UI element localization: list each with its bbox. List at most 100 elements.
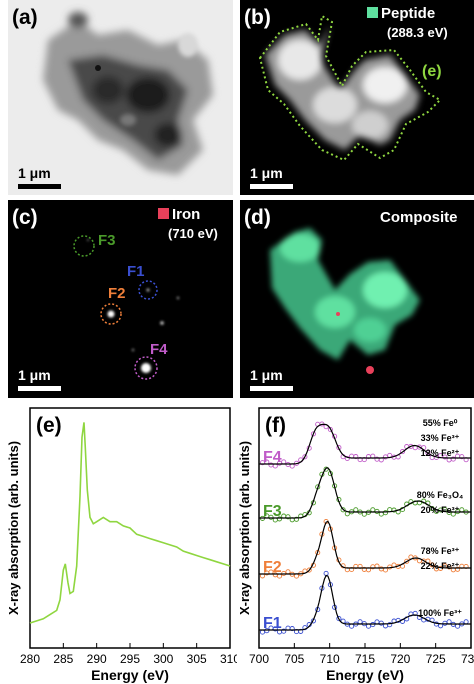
e-xtick-label: 290 (87, 652, 107, 666)
panel-d: (d) Composite 1 μm (240, 200, 474, 398)
marker-f2-label: F2 (108, 285, 126, 302)
f-data-point (374, 508, 380, 514)
f-xtick-label: 700 (249, 652, 269, 666)
f-xtick-label: 715 (355, 652, 375, 666)
panel-c-label: (c) (12, 206, 38, 229)
panel-f-ylabel: X-ray absorption (arb. units) (237, 441, 252, 615)
marker-f1-label: F1 (127, 263, 145, 280)
e-xtick-label: 305 (187, 652, 207, 666)
scalebar-b-text: 1 μm (250, 165, 283, 181)
f-data-point (450, 456, 456, 462)
f-annotation: 20% Fe³⁺ (421, 505, 460, 515)
panel-b-label: (b) (244, 6, 271, 29)
marker-f2 (100, 303, 122, 325)
e-xtick-label: 285 (53, 652, 73, 666)
marker-f4-label: F4 (150, 341, 168, 358)
f-data-point (378, 620, 384, 626)
scalebar-d (250, 386, 293, 391)
f-data-point (302, 454, 308, 460)
f-data-point (353, 454, 359, 460)
f-data-point (446, 564, 452, 570)
f-fit-line (259, 574, 471, 631)
panel-e-ylabel: X-ray absorption (arb. units) (6, 441, 21, 615)
f-xtick-label: 705 (284, 652, 304, 666)
panel-c: (c) Iron (710 eV) F3 F1 F2 F4 1 μm (8, 200, 233, 398)
panel-f-label: (f) (265, 414, 286, 437)
panel-e-label: (e) (36, 414, 62, 437)
f-fit-line (259, 467, 471, 519)
f-data-point (327, 426, 333, 433)
marker-f3 (73, 235, 95, 257)
marker-f4 (134, 356, 158, 380)
f-series-label-f1: F1 (263, 615, 282, 632)
panel-f: 700 705 710 715 720 725 730 F1 100% Fe³⁺ F2 78% F… (237, 402, 474, 684)
f-xtick-label: 720 (390, 652, 410, 666)
peptide-legend-text: Peptide (381, 5, 435, 22)
f-xtick-label: 710 (320, 652, 340, 666)
e-xtick-label: 280 (20, 652, 40, 666)
f-annotation: 12% Fe²⁺ (421, 448, 460, 458)
f-data-point (285, 514, 291, 520)
e-xtick-label: 300 (153, 652, 173, 666)
scalebar-c-text: 1 μm (18, 367, 51, 383)
plot-f-frame (258, 407, 472, 649)
f-data-point (310, 431, 316, 437)
f-annotation: 100% Fe³⁺ (418, 608, 462, 618)
iron-legend-swatch (158, 208, 169, 219)
f-data-point (442, 454, 448, 460)
f-series-label-f4: F4 (263, 449, 282, 466)
f-data-point (404, 558, 410, 564)
f-data-point (459, 454, 465, 460)
f-fit-line (259, 423, 471, 465)
f-annotation: 55% Fe⁰ (423, 418, 458, 428)
scalebar-a (18, 184, 61, 189)
f-data-point (344, 455, 350, 462)
e-xtick-label: 295 (120, 652, 140, 666)
f-data-point (272, 626, 278, 632)
f-fit-line (259, 520, 471, 575)
f-data-point (264, 628, 270, 634)
peptide-region-outline (258, 14, 442, 162)
f-data-point (382, 454, 389, 460)
panel-d-label: (d) (244, 206, 271, 229)
iron-legend-text: Iron (172, 206, 200, 223)
marker-f3-label: F3 (98, 232, 116, 249)
panel-b: (b) Peptide (288.3 eV) (e) 1 μm (240, 0, 474, 195)
panel-f-xlabel: Energy (eV) (326, 667, 404, 683)
f-annotation: 78% Fe³⁺ (421, 546, 460, 556)
f-data-point (425, 450, 431, 456)
f-data-point (438, 565, 444, 571)
iron-energy-text: (710 eV) (168, 226, 218, 241)
f-data-point (281, 628, 287, 634)
f-series-label-f2: F2 (263, 559, 282, 576)
f-data-point (268, 514, 274, 520)
f-data-point (323, 466, 329, 472)
composite-title: Composite (380, 209, 458, 226)
scalebar-b (250, 184, 293, 189)
f-data-point (276, 516, 283, 522)
region-e-label: (e) (422, 63, 442, 80)
spectrum-e-line (29, 422, 231, 624)
f-data-point (293, 516, 300, 522)
f-data-point (289, 626, 295, 632)
f-data-point (382, 510, 389, 516)
f-xtick-label: 725 (426, 652, 446, 666)
f-annotation: 33% Fe³⁺ (421, 433, 460, 443)
scalebar-a-text: 1 μm (18, 165, 51, 181)
panel-a-label: (a) (12, 6, 38, 29)
f-data-point (306, 567, 312, 573)
f-data-point (399, 449, 406, 455)
peptide-energy-text: (288.3 eV) (387, 25, 448, 40)
f-data-point (340, 507, 346, 513)
f-data-point (408, 443, 414, 449)
f-series-label-f3: F3 (263, 503, 282, 520)
peptide-legend-swatch (367, 7, 378, 18)
marker-f1 (138, 280, 158, 300)
f-xtick-label: 730 (461, 652, 474, 666)
scalebar-d-text: 1 μm (250, 367, 283, 383)
f-data-point (455, 566, 461, 572)
panel-a: (a) 1 μm (8, 0, 233, 195)
f-annotation: 22% Fe²⁺ (421, 561, 460, 571)
panel-e: 280 285 290 295 300 305 310 (e) Energy (eV) X-… (0, 402, 237, 684)
f-data-point (387, 622, 393, 628)
